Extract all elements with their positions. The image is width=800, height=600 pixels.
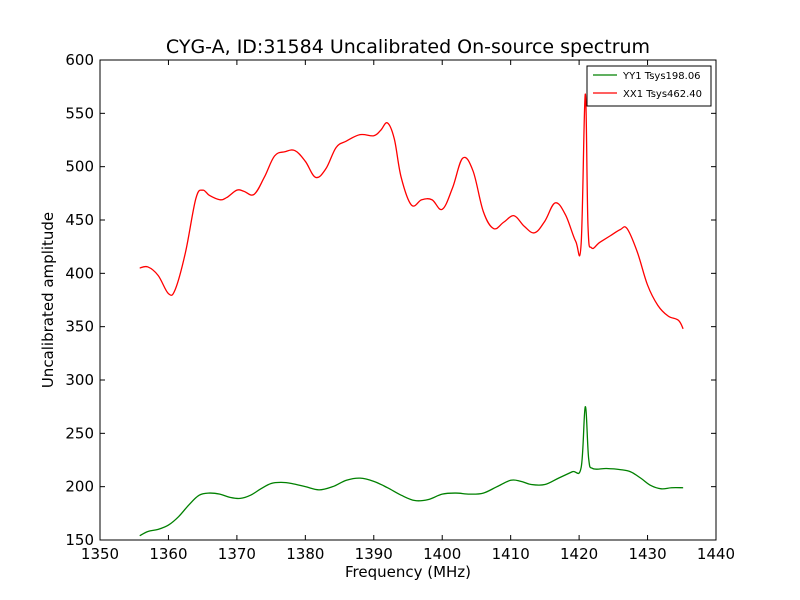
legend-label: YY1 Tsys198.06: [622, 71, 701, 82]
x-tick-label: 1360: [149, 545, 187, 563]
x-tick-label: 1420: [560, 545, 598, 563]
y-tick-label: 350: [65, 318, 94, 336]
x-axis: 1350 1360 1370 1380 1390 1400 1410 1420 1430 1440: [81, 60, 735, 563]
y-axis-title: Uncalibrated amplitude: [39, 212, 57, 388]
x-tick-label: 1350: [81, 545, 119, 563]
x-tick-label: 1380: [286, 545, 324, 563]
chart-title: CYG-A, ID:31584 Uncalibrated On-source s…: [166, 36, 650, 58]
y-tick-label: 500: [65, 158, 94, 176]
y-tick-label: 250: [65, 424, 94, 442]
legend: YY1 Tsys198.06 XX1 Tsys462.40: [586, 65, 712, 107]
y-tick-label: 450: [65, 211, 94, 229]
legend-label: XX1 Tsys462.40: [623, 89, 702, 100]
y-tick-label: 600: [65, 51, 94, 69]
y-tick-label: 550: [65, 104, 94, 122]
x-tick-label: 1440: [697, 545, 735, 563]
y-tick-label: 300: [65, 371, 94, 389]
series-layer: [139, 93, 684, 537]
x-tick-label: 1400: [423, 545, 461, 563]
y-tick-label: 150: [65, 531, 94, 549]
y-tick-label: 200: [65, 478, 94, 496]
x-tick-label: 1390: [355, 545, 393, 563]
series-line-0: [139, 406, 684, 537]
x-axis-title: Frequency (MHz): [345, 563, 471, 581]
legend-box: [586, 65, 712, 107]
x-tick-label: 1370: [218, 545, 256, 563]
y-tick-label: 400: [65, 264, 94, 282]
x-tick-label: 1410: [492, 545, 530, 563]
x-tick-label: 1430: [628, 545, 666, 563]
plot-frame: [99, 59, 717, 541]
y-axis: 150 200 250 300 350 400 450 500 550 600: [65, 51, 716, 549]
series-line-1: [139, 93, 684, 330]
